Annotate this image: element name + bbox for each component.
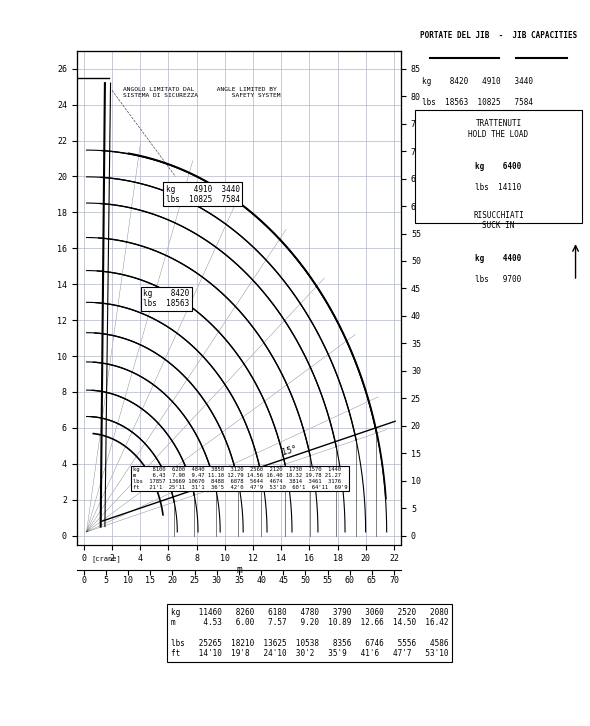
- Text: PORTATE DEL JIB  -  JIB CAPACITIES: PORTATE DEL JIB - JIB CAPACITIES: [420, 31, 577, 40]
- Text: kg    8420
lbs  18563: kg 8420 lbs 18563: [143, 289, 189, 309]
- X-axis label: ft: ft: [233, 604, 245, 614]
- Text: RISUCCHIATI
SUCK IN: RISUCCHIATI SUCK IN: [473, 211, 524, 230]
- Text: lbs  14110: lbs 14110: [476, 184, 522, 192]
- Text: kg    11460   8260   6180   4780   3790   3060   2520   2080
m      4.53   6.00 : kg 11460 8260 6180 4780 3790 3060 2520 2…: [171, 608, 448, 658]
- FancyBboxPatch shape: [415, 110, 582, 223]
- Text: lbs   9700: lbs 9700: [476, 275, 522, 284]
- X-axis label: m: m: [236, 565, 242, 574]
- Text: kg    4400: kg 4400: [476, 253, 522, 263]
- Text: kg    4910  3440
lbs  10825  7584: kg 4910 3440 lbs 10825 7584: [166, 184, 240, 204]
- Text: [crane]: [crane]: [91, 555, 121, 563]
- Text: TRATTENUTI
HOLD THE LOAD: TRATTENUTI HOLD THE LOAD: [468, 119, 529, 139]
- Text: kg    6400: kg 6400: [476, 162, 522, 171]
- Text: kg    8420   4910   3440: kg 8420 4910 3440: [421, 77, 533, 86]
- Text: lbs  18563  10825   7584: lbs 18563 10825 7584: [421, 98, 533, 107]
- Text: kg    8100  6200  4840  3850  3120  2560  2120  1730  1570  1440
m     6.43  7.9: kg 8100 6200 4840 3850 3120 2560 2120 17…: [133, 468, 348, 490]
- Text: 15°: 15°: [281, 444, 298, 457]
- Text: ANGOLO LIMITATO DAL      ANGLE LIMITED BY
SISTEMA DI SICUREZZA         SAFETY SY: ANGOLO LIMITATO DAL ANGLE LIMITED BY SIS…: [123, 86, 281, 97]
